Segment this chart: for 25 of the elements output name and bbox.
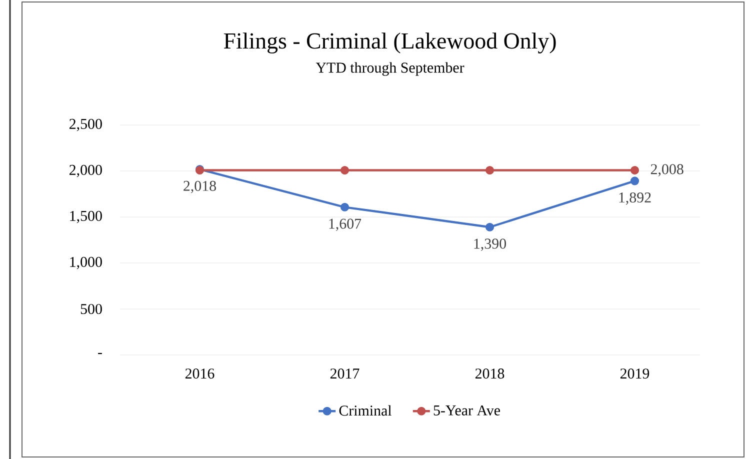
chart-title: Filings - Criminal (Lakewood Only)	[224, 32, 556, 54]
y-tick-label: 500	[80, 304, 102, 314]
legend-label: 5-Year Ave	[434, 405, 500, 416]
x-tick-label: 2019	[620, 368, 650, 379]
chart-subtitle: YTD through September	[316, 62, 464, 76]
data-label: 2,018	[184, 180, 216, 194]
x-tick-label: 2016	[185, 368, 214, 379]
y-tick-label: 1,000	[70, 256, 102, 270]
data-label: 1,390	[474, 238, 506, 251]
point	[630, 176, 640, 186]
point	[485, 166, 494, 175]
y-tick-label: 2,000	[70, 164, 102, 178]
point	[485, 222, 494, 232]
data-label: 1,607	[329, 218, 362, 231]
point	[340, 166, 350, 175]
x-tick-label: 2018	[475, 368, 504, 379]
y-tick-label: 2,500	[70, 118, 102, 132]
x-tick-label: 2017	[330, 368, 360, 379]
data-label: 2,008	[650, 164, 684, 176]
y-tick-label: -	[98, 352, 102, 354]
legend-label: Criminal	[339, 405, 392, 416]
y-tick-label: 1,500	[70, 210, 102, 224]
data-label: 1,892	[619, 192, 651, 205]
point	[340, 202, 350, 212]
point	[630, 166, 640, 175]
